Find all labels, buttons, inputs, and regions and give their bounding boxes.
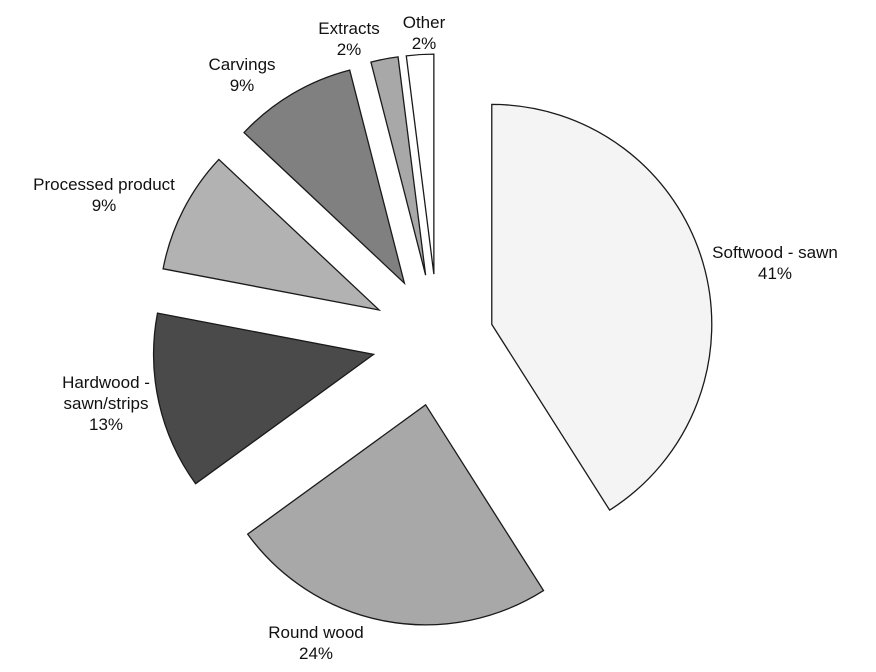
pie-label-percent: 41%: [758, 264, 792, 283]
pie-label-other: Other 2%: [403, 13, 446, 53]
pie-slice-round-wood: [246, 403, 545, 626]
pie-slice-hardwood-sawn-strips: [153, 312, 376, 485]
pie-slice-carvings: [243, 69, 406, 286]
pie-slice-other: [405, 53, 435, 275]
pie-label-carvings: Carvings 9%: [208, 55, 275, 95]
pie-label-percent: 9%: [230, 76, 255, 95]
pie-label-percent: 2%: [337, 40, 362, 59]
pie-label-percent: 24%: [299, 644, 333, 663]
pie-label-line: Hardwood -: [62, 373, 150, 392]
pie-label-line: Other: [403, 13, 446, 32]
pie-label-softwood-sawn: Softwood - sawn 41%: [712, 243, 838, 283]
pie-label-line: Round wood: [268, 623, 363, 642]
pie-label-processed-product: Processed product 9%: [33, 175, 175, 215]
pie-label-line: Softwood - sawn: [712, 243, 838, 262]
pie-label-extracts: Extracts 2%: [318, 19, 379, 59]
pie-label-line: Extracts: [318, 19, 379, 38]
pie-label-line: Processed product: [33, 175, 175, 194]
pie-slice-processed-product: [162, 158, 382, 312]
pie-label-percent: 2%: [412, 34, 437, 53]
pie-label-round-wood: Round wood 24%: [268, 623, 363, 663]
pie-label-percent: 9%: [92, 196, 117, 215]
labels-layer: Softwood - sawn 41% Round wood 24% Hardwood …: [33, 13, 838, 663]
pie-label-percent: 13%: [89, 415, 123, 434]
pie-label-hardwood-sawn-strips: Hardwood - sawn/strips 13%: [62, 373, 150, 434]
pie-label-line: Carvings: [208, 55, 275, 74]
pie-slice-softwood-sawn: [491, 103, 713, 512]
slices-layer: [153, 53, 713, 626]
pie-label-line: sawn/strips: [63, 394, 148, 413]
pie-slice-extracts: [370, 56, 427, 276]
